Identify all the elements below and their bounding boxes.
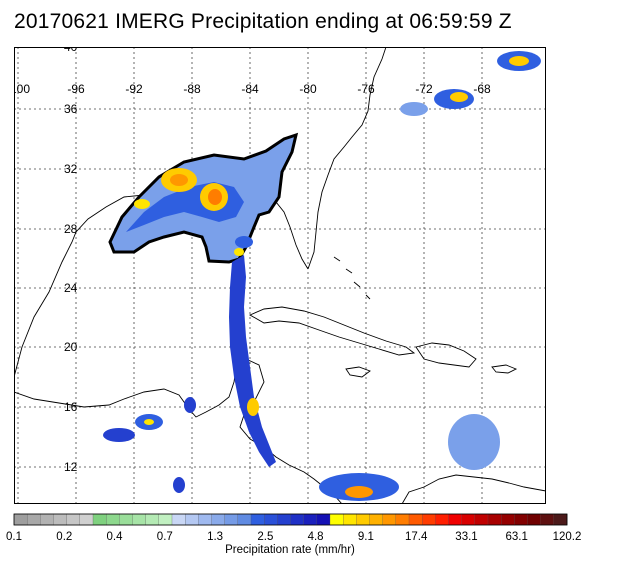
colorbar-cell [435,513,449,526]
lat-labels: 40 36 32 28 24 20 16 12 [64,47,78,474]
colorbar-cell [211,513,226,526]
colorbar-cell [145,513,160,526]
lon-label-m80: -80 [299,82,317,96]
colorbar-tick-label: 4.8 [308,531,324,543]
lon-labels: -100 -96 -92 -88 -84 -80 -76 -72 -68 [14,82,491,96]
colorbar-tick-label: 1.3 [207,531,223,543]
colorbar-cell [198,513,212,526]
colorbar-cell [474,513,489,526]
lon-label-m72: -72 [415,82,433,96]
precip-gulf-system [108,132,299,264]
colorbar-cell [40,513,54,526]
colorbar-tick-label: 0.1 [6,531,22,543]
colorbar-tick-label: 0.2 [56,531,72,543]
colorbar-cell [237,513,252,526]
colorbar-border [13,513,568,526]
map-svg: 40 36 32 28 24 20 16 12 -100 -96 -92 -88… [14,47,546,504]
colorbar-cell [171,513,186,526]
colorbar-cell [264,513,278,526]
colorbar-cell [92,513,107,526]
lat-label-20: 20 [64,340,78,354]
lat-label-40: 40 [64,47,78,54]
colorbar-tick-label: 9.1 [358,531,374,543]
colorbar-cell [66,513,81,526]
colorbar-tick-label: 17.4 [405,531,428,543]
lat-label-32: 32 [64,162,78,176]
colorbar-cell [53,513,68,526]
colorbar-cell [132,513,147,526]
colorbar-cell [356,513,370,526]
colorbar-cell [119,513,133,526]
colorbar-tick-label: 120.2 [553,531,582,543]
colorbar-cell [303,513,318,526]
colorbar-cell [13,513,28,526]
colorbar-cell [448,513,463,526]
lon-label-m84: -84 [241,82,259,96]
colorbar-cell [158,513,173,526]
colorbar-cell [343,513,357,526]
precipitation-map: 40 36 32 28 24 20 16 12 -100 -96 -92 -88… [14,47,546,504]
colorbar-cell [27,513,41,526]
lat-label-36: 36 [64,102,78,116]
lon-label-m88: -88 [183,82,201,96]
colorbar-cell [106,513,120,526]
colorbar-cell [382,513,397,526]
colorbar-cell [329,513,344,526]
colorbar-title: Precipitation rate (mm/hr) [225,544,355,556]
colorbar-cell [527,513,542,526]
colorbar-cell [79,513,94,526]
colorbar-cells [13,513,568,526]
colorbar-cell [369,513,384,526]
map-border [14,47,546,504]
colorbar-cell [224,513,239,526]
precip-south-caribbean [319,414,500,501]
colorbar-tick-label: 63.1 [506,531,528,543]
precip-central-america [103,397,196,493]
colorbar-cell [185,513,199,526]
lon-label-m76: -76 [357,82,375,96]
colorbar-cell [540,513,555,526]
lat-label-12: 12 [64,460,78,474]
colorbar-cell [277,513,291,526]
colorbar-tick-label: 0.4 [107,531,124,543]
colorbar-cell [316,513,331,526]
lon-label-m100: -100 [14,82,30,96]
colorbar: 0.1 0.2 0.4 0.7 1.3 2.5 4.8 9.1 17.4 33.1 63.1 120.… [6,513,581,556]
colorbar-cell [461,513,476,526]
colorbar-cell [553,513,568,526]
colorbar-tick-label: 33.1 [455,531,477,543]
map-title: 20170621 IMERG Precipitation ending at 0… [14,10,512,33]
colorbar-cell [395,513,410,526]
lon-label-m68: -68 [473,82,491,96]
colorbar-labels: 0.1 0.2 0.4 0.7 1.3 2.5 4.8 9.1 17.4 33.1 63.1 120.… [6,531,581,543]
colorbar-tick-label: 0.7 [157,531,173,543]
colorbar-cell [487,513,502,526]
lat-label-24: 24 [64,281,78,295]
colorbar-cell [290,513,305,526]
colorbar-cell [422,513,436,526]
lon-label-m92: -92 [125,82,143,96]
lon-label-m96: -96 [67,82,85,96]
colorbar-cell [501,513,515,526]
lat-label-16: 16 [64,400,78,414]
precip-caribbean-band [229,255,276,467]
colorbar-cell [408,513,423,526]
colorbar-cell [514,513,528,526]
precip-atlantic [400,51,541,116]
colorbar-cell [250,513,265,526]
colorbar-tick-label: 2.5 [257,531,273,543]
lat-label-28: 28 [64,222,78,236]
